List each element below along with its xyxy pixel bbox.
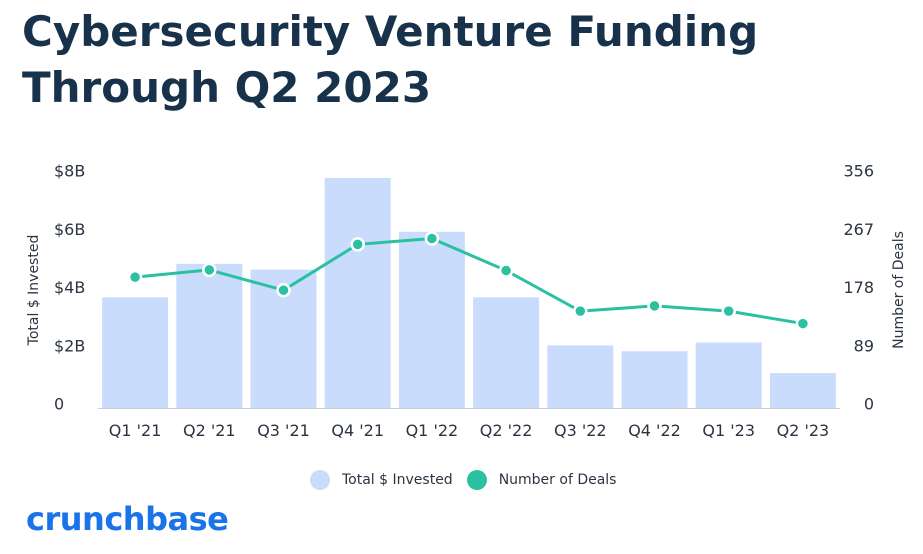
left-tick-label: $6B [54,220,85,239]
deals-point-7 [647,298,662,314]
legend-label-invested: Total $ Invested [342,472,453,488]
deals-line-layer [127,231,811,331]
deals-point-2 [276,282,291,298]
bar-7 [621,351,688,408]
x-axis-ticks: Q1 '21 Q2 '21 Q3 '21 Q4 '21 Q1 '22 Q2 '22 Q3 '… [109,421,829,440]
bars-layer [102,177,836,408]
right-tick-label: 356 [843,162,874,181]
right-axis-title: Number of Deals [891,231,907,349]
legend-label-deals: Number of Deals [498,472,617,488]
right-tick-label: 0 [864,395,874,414]
left-tick-label: $4B [54,278,85,297]
deals-point-1 [202,262,217,278]
bar-3 [324,177,391,408]
left-tick-label: $8B [54,162,85,181]
deals-point-8 [721,303,736,319]
right-axis-ticks: 0 89 178 267 356 [843,162,874,414]
deals-point-5 [498,263,514,278]
bar-0 [102,297,169,408]
chart-title: Cybersecurity Venture Funding Through Q2… [22,7,759,112]
x-tick-label: Q3 '22 [554,421,607,440]
x-tick-label: Q1 '21 [109,421,162,440]
x-tick-label: Q2 '22 [480,421,533,440]
crunchbase-logo: crunchbase [26,500,229,538]
legend-swatch-deals [466,470,487,490]
right-tick-label: 267 [843,220,874,239]
legend-item-invested: Total $ Invested [310,470,453,490]
x-tick-label: Q3 '21 [257,421,310,440]
deals-point-4 [424,231,440,246]
deals-point-3 [350,237,365,252]
left-tick-label: 0 [54,395,64,414]
deals-point-0 [127,269,143,285]
deals-line [134,236,804,326]
deals-point-9 [795,316,811,331]
bar-4 [398,231,465,408]
left-axis-title: Total $ Invested [26,235,42,347]
bar-1 [176,263,243,408]
x-tick-label: Q1 '22 [406,421,459,440]
legend-item-deals: Number of Deals [466,470,617,490]
x-tick-label: Q2 '23 [777,421,830,440]
bar-8 [695,342,762,408]
left-axis-ticks: 0 $2B $4B $6B $8B [54,162,85,414]
x-tick-label: Q1 '23 [702,421,755,440]
right-tick-label: 89 [854,336,874,355]
deals-point-6 [573,303,588,319]
x-tick-label: Q2 '21 [183,421,236,440]
left-tick-label: $2B [54,336,85,355]
x-tick-label: Q4 '22 [628,421,681,440]
x-tick-label: Q4 '21 [331,421,384,440]
legend: Total $ Invested Number of Deals [310,467,630,493]
right-tick-label: 178 [843,278,874,297]
bar-9 [769,373,836,408]
legend-swatch-invested [310,470,330,490]
bar-5 [473,297,540,408]
bar-6 [547,345,614,408]
